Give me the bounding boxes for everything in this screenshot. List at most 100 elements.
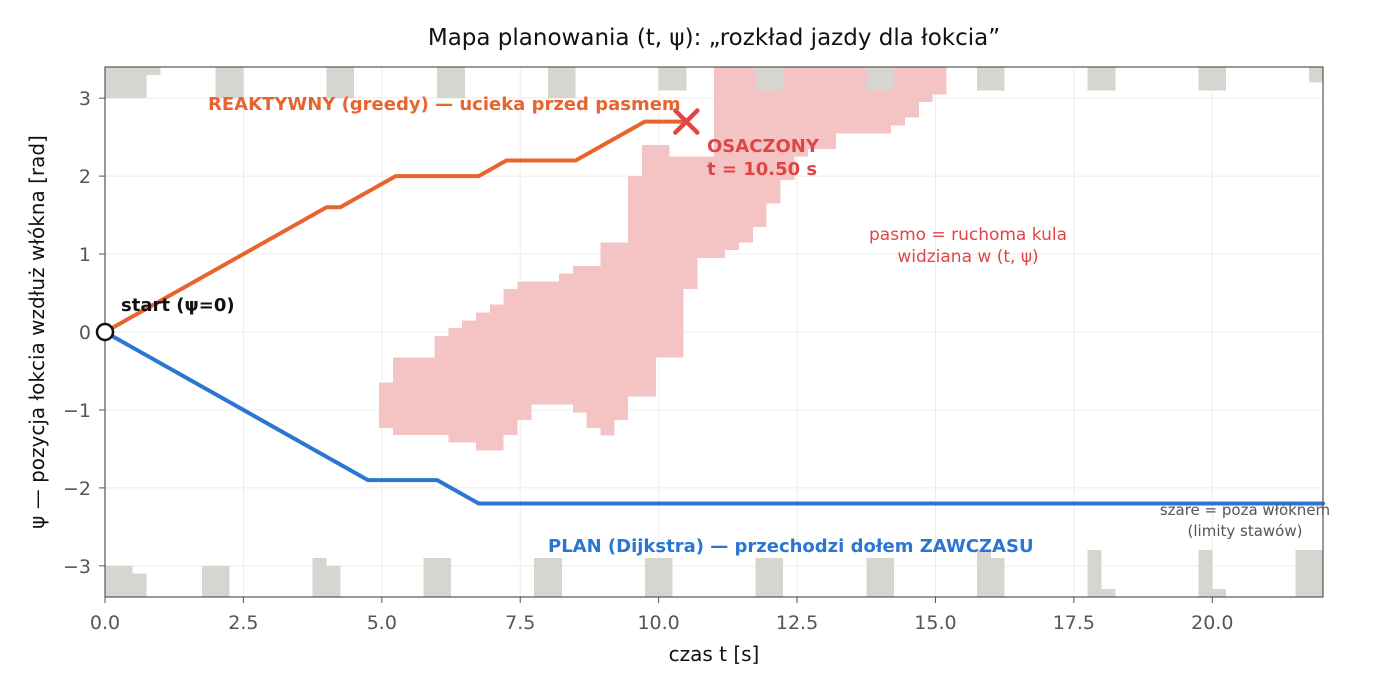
joint-limit-block	[423, 558, 452, 597]
x-tick-label: 12.5	[776, 612, 818, 634]
joint-limit-block	[990, 558, 1005, 597]
y-tick-label: 1	[79, 244, 91, 266]
y-tick-label: 3	[79, 88, 91, 110]
joint-limit-block	[644, 558, 673, 597]
joint-limit-block	[326, 565, 341, 597]
joint-limit-block	[326, 67, 355, 99]
joint-limit-block	[658, 67, 687, 91]
band-cell	[448, 328, 463, 443]
joint-limit-block	[437, 67, 465, 99]
band-cell	[794, 67, 809, 157]
band-cell	[752, 67, 767, 227]
band-cell	[531, 281, 559, 405]
band-cell	[489, 304, 504, 451]
joint-limit-block	[312, 558, 327, 597]
markers	[95, 108, 700, 342]
moving-band	[379, 67, 947, 451]
joint-limit-block	[105, 67, 147, 99]
x-tick-label: 17.5	[1053, 612, 1095, 634]
joint-limit-block	[976, 550, 991, 597]
y-axis-label: ψ — pozycja łokcia wzdłuż włókna [rad]	[25, 135, 49, 529]
band-cell	[780, 67, 795, 181]
x-axis-label: czas t [s]	[669, 642, 760, 666]
band-cell	[462, 320, 476, 443]
y-tick-label: 2	[79, 166, 91, 188]
band-note-line2: widziana w (t, ψ)	[897, 247, 1038, 267]
band-cell	[392, 357, 435, 435]
y-tick-label: −2	[63, 478, 91, 500]
x-tick-label: 20.0	[1191, 612, 1233, 634]
band-cell	[835, 67, 864, 134]
reactive-series-line	[103, 119, 689, 334]
y-tick-label: 0	[79, 322, 91, 344]
x-tick-label: 5.0	[367, 612, 397, 634]
y-axis-ticks: −3 −2 −1 0 1 2 3	[63, 88, 105, 578]
gray-note-line2: (limity stawów)	[1188, 522, 1303, 540]
band-cell	[379, 382, 393, 428]
band-cell	[669, 156, 684, 358]
band-cell	[517, 281, 532, 421]
band-cell	[503, 289, 518, 435]
band-cell	[918, 67, 933, 103]
band-cell	[600, 242, 615, 436]
band-cell	[586, 265, 601, 428]
joint-limit-block	[1198, 67, 1227, 91]
joint-limit-block	[132, 573, 147, 597]
band-cell	[697, 156, 714, 258]
joint-limit-block	[1212, 589, 1227, 597]
band-cell	[475, 312, 490, 451]
x-tick-label: 10.0	[637, 612, 679, 634]
band-note-line1: pasmo = ruchoma kula	[869, 225, 1067, 245]
band-cell	[738, 67, 753, 243]
joint-limit-block	[1087, 550, 1102, 597]
band-cell	[766, 67, 781, 204]
band-cell	[558, 273, 573, 405]
series	[103, 119, 1325, 506]
band-cell	[905, 67, 919, 118]
x-tick-label: 15.0	[914, 612, 956, 634]
y-tick-label: −3	[63, 556, 91, 578]
x-tick-label: 2.5	[228, 612, 258, 634]
joint-limit-block	[547, 67, 576, 99]
joint-limit-block	[215, 67, 244, 99]
band-cell	[628, 176, 643, 397]
joint-limit-block	[146, 67, 161, 75]
joint-limit-block	[866, 558, 894, 597]
x-tick-label: 7.5	[505, 612, 535, 634]
joint-limit-block	[1309, 67, 1323, 83]
band-cell	[434, 335, 449, 435]
gray-note-line1: szare = poza włóknem	[1160, 501, 1330, 519]
joint-limit-block	[1087, 67, 1116, 91]
band-cell	[683, 156, 698, 290]
band-cell	[932, 67, 947, 95]
reactive-series-label: REAKTYWNY (greedy) — ucieka przed pasmem	[208, 94, 681, 115]
band-cell	[655, 144, 670, 358]
joint-limit-block	[866, 67, 894, 91]
band-cell	[642, 144, 656, 397]
joint-limit-block	[976, 67, 1005, 91]
crash-label-line1: OSACZONY	[707, 136, 820, 157]
plot-area	[103, 66, 1325, 598]
band-cell	[808, 67, 836, 149]
joint-limit-block	[1198, 550, 1213, 597]
band-cell	[614, 242, 629, 421]
joint-limit-block	[755, 67, 784, 91]
band-cell	[714, 67, 726, 258]
plan-series-line	[103, 330, 1325, 506]
x-tick-label: 0.0	[90, 612, 120, 634]
joint-limit-zones	[105, 67, 1323, 597]
crash-label-line2: t = 10.50 s	[707, 159, 817, 180]
crash-marker-stroke	[673, 108, 700, 135]
joint-limit-block	[1101, 589, 1116, 597]
joint-limit-block	[534, 558, 562, 597]
joint-limit-block	[105, 565, 133, 597]
joint-limit-block	[201, 565, 230, 597]
joint-limit-block	[1295, 550, 1323, 597]
start-marker	[95, 322, 115, 342]
joint-limit-block	[755, 558, 784, 597]
band-cell	[572, 265, 587, 413]
band-cell	[891, 67, 906, 126]
y-tick-label: −1	[63, 400, 91, 422]
plan-series-label: PLAN (Dijkstra) — przechodzi dołem ZAWCZ…	[548, 536, 1034, 557]
